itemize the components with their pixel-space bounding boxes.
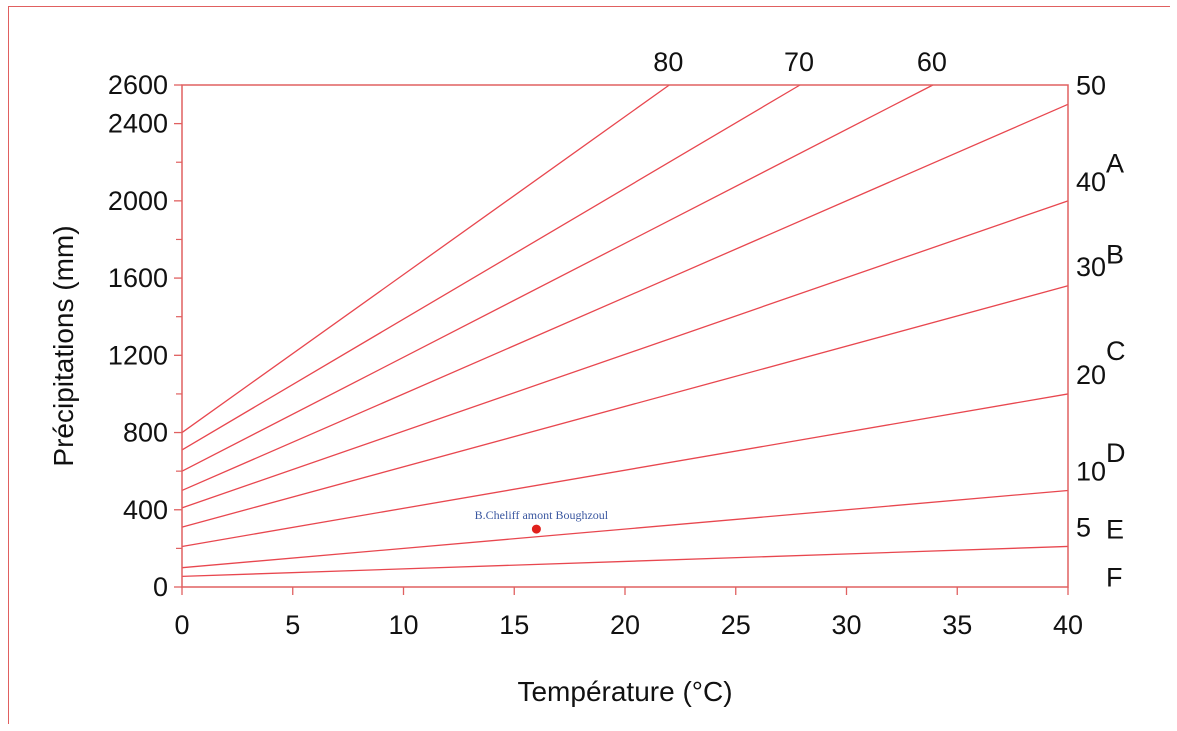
x-tick-label: 5 xyxy=(285,610,300,640)
x-tick-label: 40 xyxy=(1053,610,1083,640)
index-line-80 xyxy=(181,84,670,434)
figure-frame xyxy=(8,6,1170,724)
index-line-labels: 80 70 60 50 40 30 20 10 5 xyxy=(653,47,1106,542)
x-tick-label: 35 xyxy=(942,610,972,640)
x-tick-label: 15 xyxy=(499,610,529,640)
index-line-label-30: 30 xyxy=(1076,252,1106,282)
index-line-label-70: 70 xyxy=(784,47,814,77)
zone-label-F: F xyxy=(1106,563,1123,593)
index-line-label-50: 50 xyxy=(1076,70,1106,100)
zone-label-C: C xyxy=(1106,336,1126,366)
y-tick-label: 400 xyxy=(123,495,168,525)
index-line-label-40: 40 xyxy=(1076,167,1106,197)
zone-label-E: E xyxy=(1106,514,1124,544)
data-point-label: B.Cheliff amont Boughzoul xyxy=(475,508,609,522)
x-tick-label: 0 xyxy=(174,610,189,640)
index-line-5 xyxy=(181,545,1069,578)
y-axis-ticks: 0 400 800 1200 1600 2000 2400 2600 xyxy=(108,70,182,602)
index-line-label-20: 20 xyxy=(1076,360,1106,390)
index-line-label-10: 10 xyxy=(1076,456,1106,486)
x-axis-ticks: 0 5 10 15 20 25 30 35 40 xyxy=(174,587,1083,640)
x-axis-label: Température (°C) xyxy=(517,676,732,707)
zone-label-B: B xyxy=(1106,239,1124,269)
y-axis-label: Précipitations (mm) xyxy=(48,225,79,466)
y-tick-label: 1200 xyxy=(108,340,168,370)
index-line-label-5: 5 xyxy=(1076,512,1091,542)
index-line-50 xyxy=(181,103,1069,492)
y-tick-label: 1600 xyxy=(108,263,168,293)
x-tick-label: 10 xyxy=(388,610,418,640)
plot-area-border xyxy=(181,84,1069,588)
index-line-label-60: 60 xyxy=(917,47,947,77)
x-tick-label: 30 xyxy=(831,610,861,640)
index-line-10 xyxy=(181,489,1069,569)
index-line-40 xyxy=(181,200,1069,509)
zone-label-A: A xyxy=(1106,149,1124,179)
x-tick-label: 25 xyxy=(721,610,751,640)
y-tick-label: 2600 xyxy=(108,70,168,100)
index-lines xyxy=(181,84,1069,578)
x-tick-label: 20 xyxy=(610,610,640,640)
y-tick-label: 2400 xyxy=(108,109,168,139)
index-line-70 xyxy=(181,84,801,451)
index-line-60 xyxy=(181,84,934,472)
y-tick-label: 800 xyxy=(123,418,168,448)
data-point xyxy=(531,524,541,534)
y-tick-label: 2000 xyxy=(108,186,168,216)
index-line-20 xyxy=(181,393,1069,548)
index-line-30 xyxy=(181,285,1069,528)
zone-labels: A B C D EF xyxy=(1106,149,1126,593)
y-tick-label: 0 xyxy=(153,572,168,602)
index-line-label-80: 80 xyxy=(653,47,683,77)
zone-label-D: D xyxy=(1106,438,1126,468)
data-points: B.Cheliff amont Boughzoul xyxy=(475,508,609,534)
